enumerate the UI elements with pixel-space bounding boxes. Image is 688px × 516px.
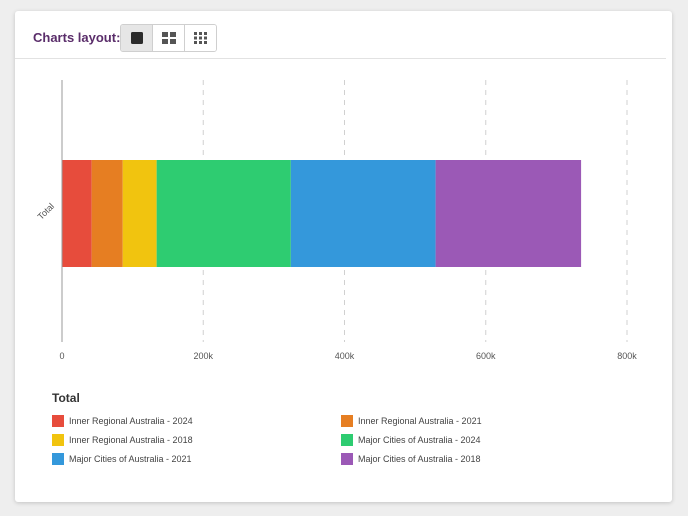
chart-toolbar: Charts layout: xyxy=(15,11,666,59)
legend-swatch xyxy=(341,452,353,465)
y-category-label: Total xyxy=(36,201,57,222)
legend-item[interactable]: Major Cities of Australia - 2021 xyxy=(52,452,341,465)
legend-item[interactable]: Major Cities of Australia - 2024 xyxy=(341,433,630,446)
bar-segment xyxy=(62,160,92,267)
bar-segment xyxy=(156,160,291,267)
bar-segment xyxy=(91,160,123,267)
legend-item[interactable]: Inner Regional Australia - 2024 xyxy=(52,414,341,427)
legend-label: Inner Regional Australia - 2024 xyxy=(69,415,193,426)
three-column-layout-button[interactable] xyxy=(185,25,216,51)
legend-label: Major Cities of Australia - 2024 xyxy=(358,434,481,445)
chart-legend: Inner Regional Australia - 2024 Inner Reg… xyxy=(52,414,632,465)
two-column-grid-icon xyxy=(161,32,176,44)
charts-layout-label: Charts layout: xyxy=(33,30,121,45)
bar-segment xyxy=(435,160,582,267)
legend-label: Inner Regional Australia - 2021 xyxy=(358,415,482,426)
x-tick-label: 200k xyxy=(193,351,213,361)
legend-title: Total xyxy=(52,391,80,405)
single-chart-icon xyxy=(130,32,143,44)
legend-item[interactable]: Inner Regional Australia - 2018 xyxy=(52,433,341,446)
legend-label: Major Cities of Australia - 2018 xyxy=(358,453,481,464)
single-layout-button[interactable] xyxy=(121,25,153,51)
legend-swatch xyxy=(52,452,64,465)
layout-toggle-group xyxy=(120,24,217,52)
two-column-layout-button[interactable] xyxy=(153,25,185,51)
three-column-grid-icon xyxy=(194,32,207,44)
x-tick-label: 400k xyxy=(335,351,355,361)
bar-segment xyxy=(122,160,157,267)
chart-card: Charts layout: xyxy=(15,11,672,502)
x-tick-label: 0 xyxy=(59,351,64,361)
legend-label: Inner Regional Australia - 2018 xyxy=(69,434,193,445)
x-tick-label: 600k xyxy=(476,351,496,361)
legend-swatch xyxy=(52,433,64,446)
x-tick-label: 800k xyxy=(617,351,637,361)
legend-label: Major Cities of Australia - 2021 xyxy=(69,453,192,464)
bar-segment xyxy=(290,160,436,267)
legend-item[interactable]: Inner Regional Australia - 2021 xyxy=(341,414,630,427)
legend-swatch xyxy=(52,414,64,427)
stacked-bar-chart: Total 0 200k 400k 600k 800k xyxy=(36,80,637,361)
legend-swatch xyxy=(341,433,353,446)
legend-item[interactable]: Major Cities of Australia - 2018 xyxy=(341,452,630,465)
legend-swatch xyxy=(341,414,353,427)
